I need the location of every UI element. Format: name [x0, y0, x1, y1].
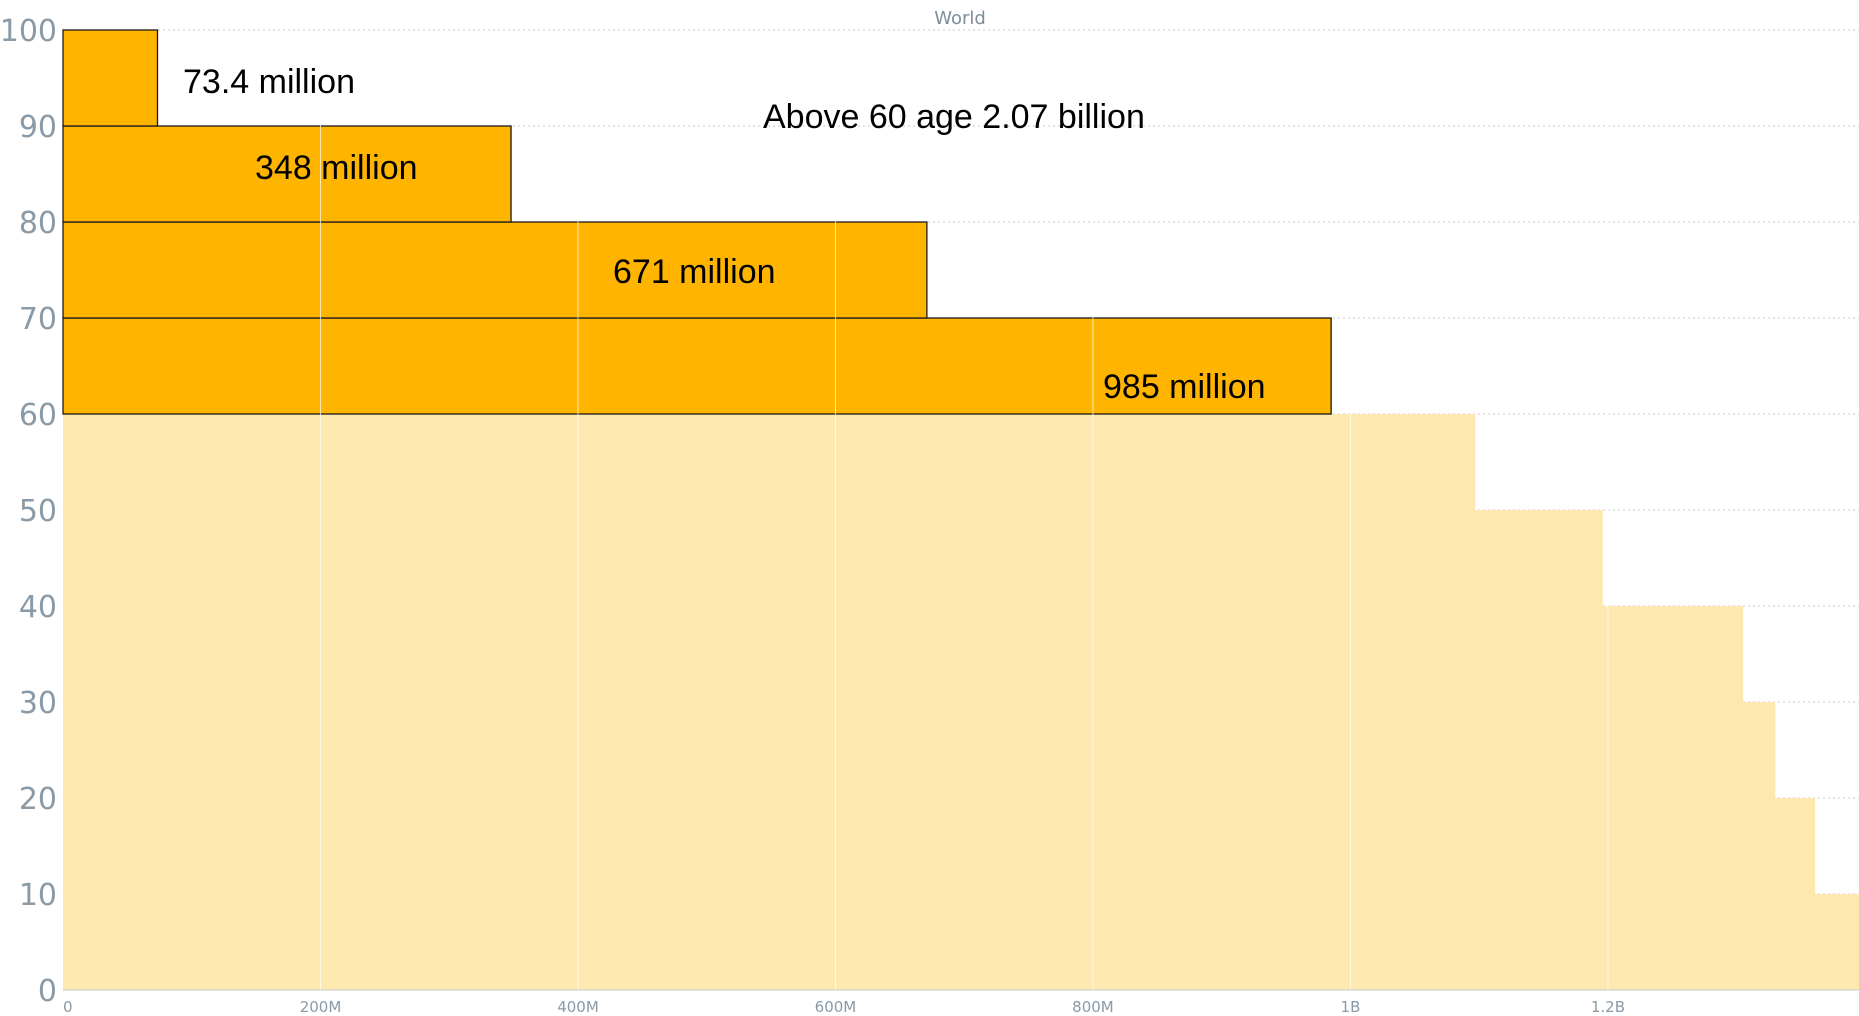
- x-tick-label: 1.2B: [1591, 998, 1625, 1016]
- x-tick-label: 800M: [1072, 998, 1114, 1016]
- bar-value-label: 73.4 million: [183, 63, 355, 101]
- total-annotation: Above 60 age 2.07 billion: [763, 98, 1145, 136]
- bar-value-label: 671 million: [613, 253, 776, 291]
- bar-value-label: 348 million: [255, 149, 418, 187]
- y-tick-label: 0: [38, 974, 57, 1009]
- chart-title: World: [934, 8, 986, 29]
- y-tick-label: 30: [19, 686, 57, 721]
- bar-age-20-30: [63, 702, 1775, 798]
- y-tick-label: 90: [19, 110, 57, 145]
- bar-age-40-50: [63, 510, 1603, 606]
- x-tick-label: 0: [63, 998, 73, 1016]
- y-tick-label: 40: [19, 590, 57, 625]
- y-tick-label: 80: [19, 206, 57, 241]
- bar-age-10-20: [63, 798, 1815, 894]
- bar-age-90-100: [63, 30, 157, 126]
- x-tick-label: 600M: [815, 998, 857, 1016]
- x-tick-label: 200M: [300, 998, 342, 1016]
- y-tick-label: 70: [19, 302, 57, 337]
- bar-age-70-80: [63, 222, 927, 318]
- y-tick-label: 100: [0, 14, 57, 49]
- y-tick-label: 60: [19, 398, 57, 433]
- bar-age-50-60: [63, 414, 1475, 510]
- y-tick-label: 10: [19, 878, 57, 913]
- bar-age-0-10: [63, 894, 1859, 990]
- y-tick-label: 50: [19, 494, 57, 529]
- y-tick-label: 20: [19, 782, 57, 817]
- bar-value-label: 985 million: [1103, 368, 1266, 406]
- bar-age-30-40: [63, 606, 1743, 702]
- x-tick-label: 1B: [1341, 998, 1361, 1016]
- x-tick-label: 400M: [557, 998, 599, 1016]
